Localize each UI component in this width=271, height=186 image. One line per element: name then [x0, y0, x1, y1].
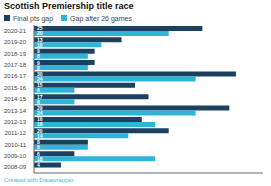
svg-text:4: 4: [37, 162, 40, 168]
svg-text:10: 10: [37, 42, 43, 48]
svg-text:8: 8: [37, 139, 40, 146]
svg-text:6: 6: [37, 99, 40, 105]
svg-text:2015-16: 2015-16: [8, 85, 27, 91]
svg-text:2010-11: 2010-11: [8, 142, 27, 148]
html-text:Scottish Premiership title rac: Scottish Premiership title race: [4, 1, 134, 11]
svg-text:16: 16: [37, 116, 43, 123]
svg-text:20: 20: [37, 127, 43, 134]
svg-text:2013-14: 2013-14: [8, 108, 27, 114]
svg-text:2018-19: 2018-19: [8, 51, 27, 57]
svg-text:25: 25: [37, 25, 43, 32]
svg-text:8: 8: [37, 144, 40, 150]
svg-text:13: 13: [37, 36, 43, 43]
svg-text:2020-21: 2020-21: [8, 28, 27, 34]
svg-text:2016-17: 2016-17: [8, 73, 27, 79]
svg-text:2008-09: 2008-09: [8, 164, 27, 170]
svg-text:18: 18: [37, 121, 43, 127]
svg-text:2014-15: 2014-15: [8, 96, 27, 102]
svg-text:6: 6: [37, 150, 40, 157]
svg-text:20: 20: [37, 30, 43, 36]
svg-text:2009-10: 2009-10: [8, 153, 27, 159]
svg-text:30: 30: [37, 70, 43, 77]
svg-text:29: 29: [37, 105, 43, 112]
html-text:Gap after 26 games: Gap after 26 games: [70, 14, 132, 22]
svg-text:17: 17: [37, 93, 43, 100]
svg-text:15: 15: [37, 82, 43, 89]
svg-text:24: 24: [37, 76, 43, 82]
svg-text:2011-12: 2011-12: [8, 130, 27, 136]
svg-text:18: 18: [37, 156, 43, 162]
svg-text:24: 24: [37, 110, 43, 116]
svg-text:8: 8: [37, 65, 40, 71]
svg-text:2012-13: 2012-13: [8, 119, 27, 125]
svg-text:9: 9: [37, 59, 40, 66]
svg-text:8: 8: [37, 53, 40, 59]
html-text:Created with Datawrapper: Created with Datawrapper: [4, 177, 74, 183]
svg-text:14: 14: [37, 133, 43, 139]
svg-text:2017-18: 2017-18: [8, 62, 27, 68]
svg-text:6: 6: [37, 87, 40, 93]
svg-text:2019-20: 2019-20: [8, 39, 27, 45]
html-text:Final pts gap: Final pts gap: [13, 14, 54, 22]
svg-text:9: 9: [37, 48, 40, 55]
